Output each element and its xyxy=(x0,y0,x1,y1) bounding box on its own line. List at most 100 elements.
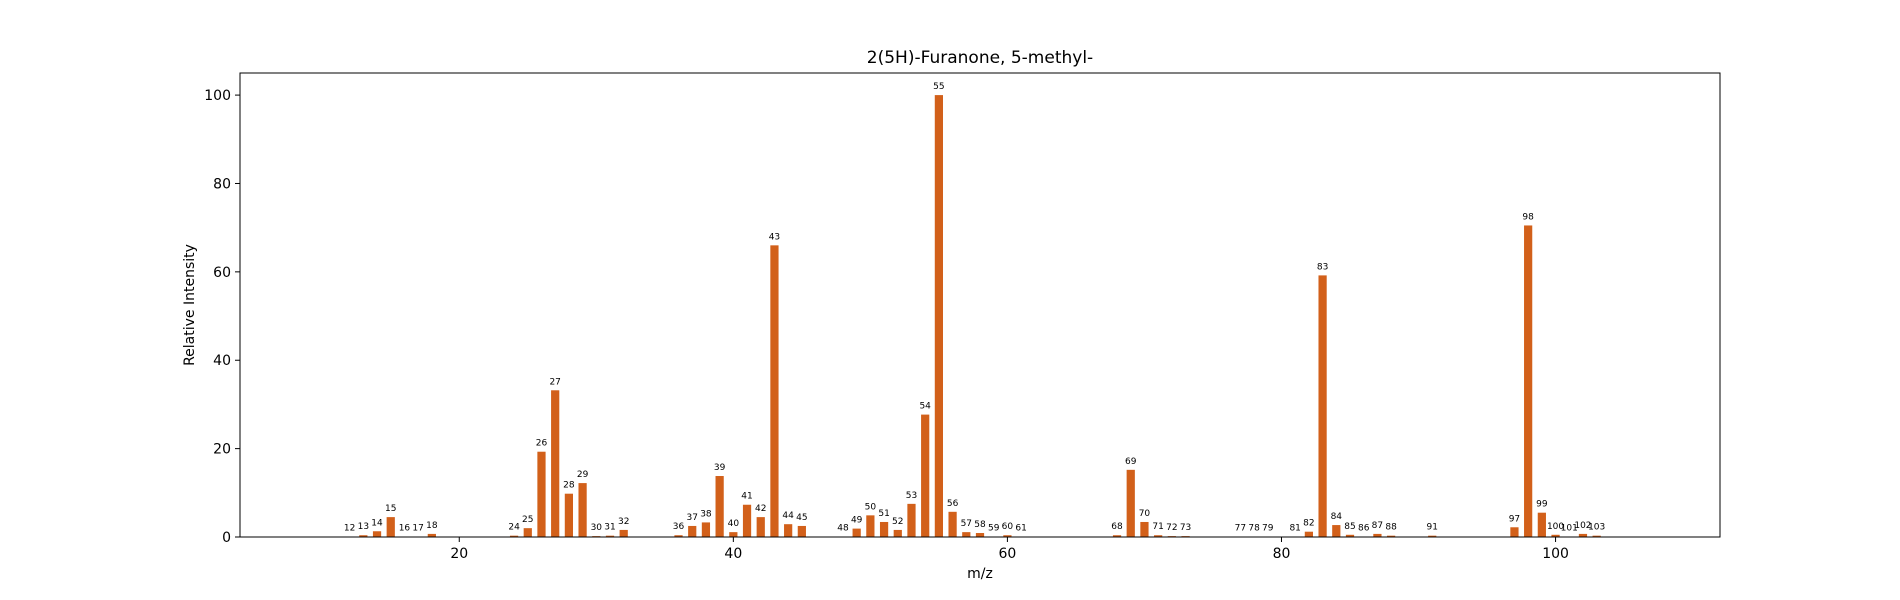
bar-mz-44 xyxy=(784,524,793,537)
bar-label-mz-61: 61 xyxy=(1015,524,1026,534)
bar-label-mz-72: 72 xyxy=(1166,523,1177,533)
bar-mz-18 xyxy=(427,533,436,537)
bar-mz-24 xyxy=(509,535,519,537)
bar-mz-55 xyxy=(934,95,943,537)
bar-mz-54 xyxy=(921,414,930,537)
bar-mz-15 xyxy=(386,517,395,537)
bars-group xyxy=(345,95,1601,538)
bar-mz-37 xyxy=(688,525,697,537)
bar-mz-83 xyxy=(1318,275,1327,537)
bar-label-mz-82: 82 xyxy=(1303,519,1314,529)
bar-mz-26 xyxy=(537,451,546,537)
bar-mz-99 xyxy=(1537,512,1546,537)
bar-label-mz-83: 83 xyxy=(1317,262,1328,272)
bar-mz-69 xyxy=(1126,469,1135,537)
bar-label-mz-100: 100 xyxy=(1547,522,1564,532)
bar-mz-53 xyxy=(907,503,916,537)
bar-label-mz-58: 58 xyxy=(974,520,986,530)
bar-mz-28 xyxy=(564,493,573,537)
bar-mz-42 xyxy=(756,517,765,537)
bar-label-mz-49: 49 xyxy=(851,516,863,526)
bar-mz-84 xyxy=(1332,525,1341,537)
bar-mz-49 xyxy=(852,528,861,537)
y-tick-label: 40 xyxy=(213,353,231,369)
plot-frame xyxy=(239,72,1721,538)
bar-label-mz-84: 84 xyxy=(1331,512,1343,522)
bar-mz-32 xyxy=(619,529,628,537)
bar-label-mz-87: 87 xyxy=(1372,521,1383,531)
bar-mz-38 xyxy=(701,522,711,537)
bar-label-mz-55: 55 xyxy=(933,82,944,92)
bar-mz-91 xyxy=(1428,535,1437,537)
bar-mz-70 xyxy=(1140,521,1149,537)
bar-label-mz-25: 25 xyxy=(522,515,533,525)
bar-label-mz-18: 18 xyxy=(426,521,438,531)
bar-label-mz-97: 97 xyxy=(1509,514,1520,524)
bar-mz-82 xyxy=(1304,531,1313,537)
y-tick-label: 80 xyxy=(213,176,231,192)
bar-label-mz-13: 13 xyxy=(358,522,369,532)
bar-label-mz-40: 40 xyxy=(728,519,740,529)
bar-label-mz-45: 45 xyxy=(796,513,807,523)
bar-label-mz-39: 39 xyxy=(714,463,726,473)
bar-label-mz-68: 68 xyxy=(1111,522,1123,532)
bar-label-mz-29: 29 xyxy=(577,470,589,480)
bar-mz-100 xyxy=(1551,534,1560,537)
bar-label-mz-81: 81 xyxy=(1289,524,1300,534)
bar-mz-29 xyxy=(578,483,587,537)
y-axis: 0 20 40 60 80 100 xyxy=(204,88,240,546)
bar-label-mz-43: 43 xyxy=(769,232,780,242)
bar-label-mz-71: 71 xyxy=(1152,522,1163,532)
y-tick-label: 20 xyxy=(213,442,231,458)
bar-label-mz-86: 86 xyxy=(1358,524,1370,534)
bar-label-mz-26: 26 xyxy=(536,439,548,449)
bar-label-mz-98: 98 xyxy=(1522,212,1534,222)
bar-label-mz-69: 69 xyxy=(1125,457,1137,467)
bar-label-mz-85: 85 xyxy=(1344,522,1355,532)
bar-label-mz-14: 14 xyxy=(371,518,383,528)
bar-mz-85 xyxy=(1345,534,1355,537)
x-axis-title: m/z xyxy=(967,566,993,582)
bar-mz-57 xyxy=(962,532,971,537)
bar-label-mz-38: 38 xyxy=(700,509,712,519)
bar-mz-88 xyxy=(1387,535,1396,537)
bar-label-mz-48: 48 xyxy=(837,524,849,534)
bar-label-mz-36: 36 xyxy=(673,522,685,532)
x-axis: 20 40 60 80 100 xyxy=(450,537,1569,562)
bar-label-mz-103: 103 xyxy=(1588,523,1605,533)
x-tick-label: 20 xyxy=(450,546,468,562)
bar-label-mz-12: 12 xyxy=(344,524,355,534)
bar-label-mz-57: 57 xyxy=(961,519,972,529)
bar-mz-102 xyxy=(1578,533,1588,537)
bar-mz-98 xyxy=(1524,225,1533,537)
bar-label-mz-59: 59 xyxy=(988,524,1000,534)
bar-mz-87 xyxy=(1373,533,1382,537)
bar-mz-25 xyxy=(523,528,532,537)
y-axis-title: Relative Intensity xyxy=(182,244,198,366)
bar-label-mz-15: 15 xyxy=(385,504,396,514)
bar-label-mz-56: 56 xyxy=(947,499,959,509)
bar-label-mz-70: 70 xyxy=(1139,509,1151,519)
bar-label-mz-37: 37 xyxy=(686,513,697,523)
bar-mz-97 xyxy=(1510,527,1519,537)
x-tick-label: 80 xyxy=(1273,546,1291,562)
bar-mz-27 xyxy=(551,390,560,537)
bar-label-mz-32: 32 xyxy=(618,517,629,527)
bar-mz-51 xyxy=(879,521,889,537)
y-tick-label: 60 xyxy=(213,265,231,281)
bar-mz-103 xyxy=(1592,535,1601,537)
bar-label-mz-52: 52 xyxy=(892,517,903,527)
bar-label-mz-79: 79 xyxy=(1262,524,1274,534)
bar-label-mz-51: 51 xyxy=(878,509,889,519)
bar-label-mz-42: 42 xyxy=(755,504,766,514)
bar-mz-56 xyxy=(948,511,957,537)
y-tick-label: 0 xyxy=(222,530,231,546)
bar-label-mz-60: 60 xyxy=(1002,522,1014,532)
bar-mz-40 xyxy=(729,532,738,537)
y-tick-label: 100 xyxy=(204,88,231,104)
bar-label-mz-53: 53 xyxy=(906,491,917,501)
bar-label-mz-41: 41 xyxy=(741,492,752,502)
bar-mz-58 xyxy=(975,533,985,537)
bar-label-mz-77: 77 xyxy=(1235,524,1246,534)
